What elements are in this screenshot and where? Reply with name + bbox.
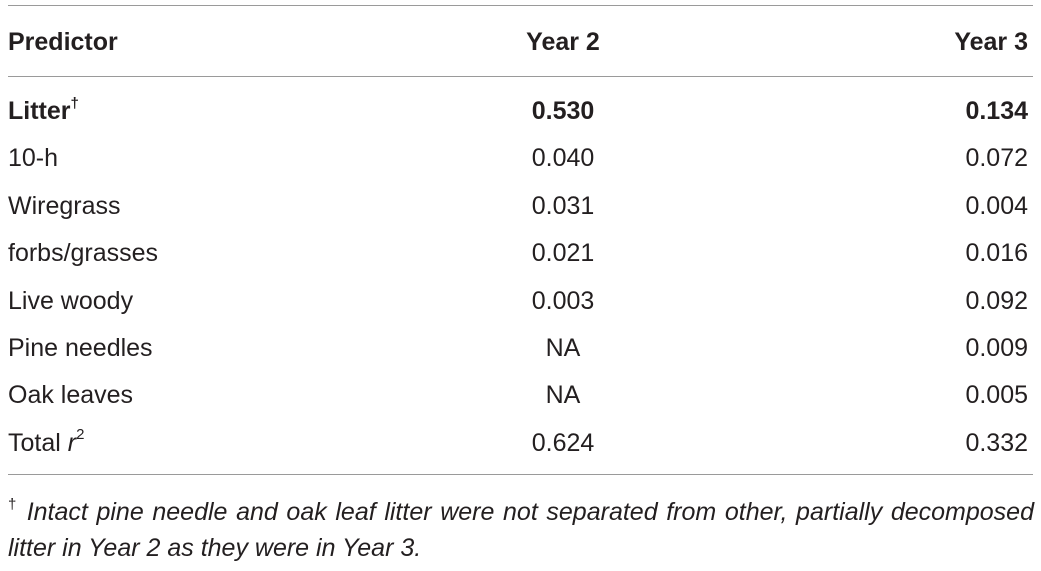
year3-cell: 0.134 — [965, 97, 1028, 125]
year2-cell: 0.021 — [531, 239, 595, 268]
header-cell: Year 2 — [526, 28, 600, 56]
footnote-mark: † — [8, 495, 19, 513]
year3-cell: 0.005 — [965, 381, 1028, 410]
label-text: forbs/grasses — [8, 239, 159, 268]
footnote-text: Intact pine needle and oak leaf litter w… — [8, 498, 1034, 562]
label-text: Total — [8, 428, 61, 457]
row-label: Pine needles — [8, 333, 153, 363]
year3-cell: 0.004 — [965, 191, 1028, 220]
year2-cell: 0.624 — [531, 428, 595, 457]
row-label: Oak leaves — [8, 380, 133, 410]
year3-cell: 0.072 — [965, 144, 1028, 173]
year3-cell: 0.009 — [965, 334, 1028, 362]
bottom-rule — [8, 474, 1033, 475]
row-label: 10-h — [8, 143, 58, 173]
label-italic: r — [67, 428, 77, 457]
label-sup: † — [70, 94, 79, 112]
year2-cell: NA — [545, 334, 581, 362]
footnote: † Intact pine needle and oak leaf litter… — [8, 494, 1034, 566]
year3-cell: 0.016 — [965, 239, 1028, 268]
year3-cell: 0.092 — [965, 286, 1028, 315]
label-sup: 2 — [76, 426, 85, 444]
top-rule — [8, 5, 1033, 6]
label-text: Wiregrass — [8, 191, 121, 220]
year3-cell: 0.332 — [965, 428, 1028, 457]
year2-cell: 0.530 — [531, 97, 595, 125]
header-cell: Predictor — [8, 28, 118, 56]
header-cell: Year 3 — [954, 28, 1028, 56]
row-label: Live woody — [8, 286, 133, 316]
year2-cell: 0.040 — [531, 144, 595, 173]
year2-cell: NA — [545, 381, 581, 410]
label-text: Litter — [8, 97, 71, 125]
label-text: 10-h — [8, 144, 59, 173]
row-label: Litter† — [8, 96, 79, 126]
row-label: forbs/grasses — [8, 238, 158, 268]
header-rule — [8, 76, 1033, 77]
row-label: Wiregrass — [8, 191, 121, 221]
row-label: Total r2 — [8, 426, 85, 458]
year2-cell: 0.031 — [531, 191, 595, 220]
label-text: Oak leaves — [8, 381, 134, 410]
label-text: Live woody — [8, 286, 134, 315]
label-text: Pine needles — [8, 334, 153, 362]
year2-cell: 0.003 — [531, 286, 595, 315]
